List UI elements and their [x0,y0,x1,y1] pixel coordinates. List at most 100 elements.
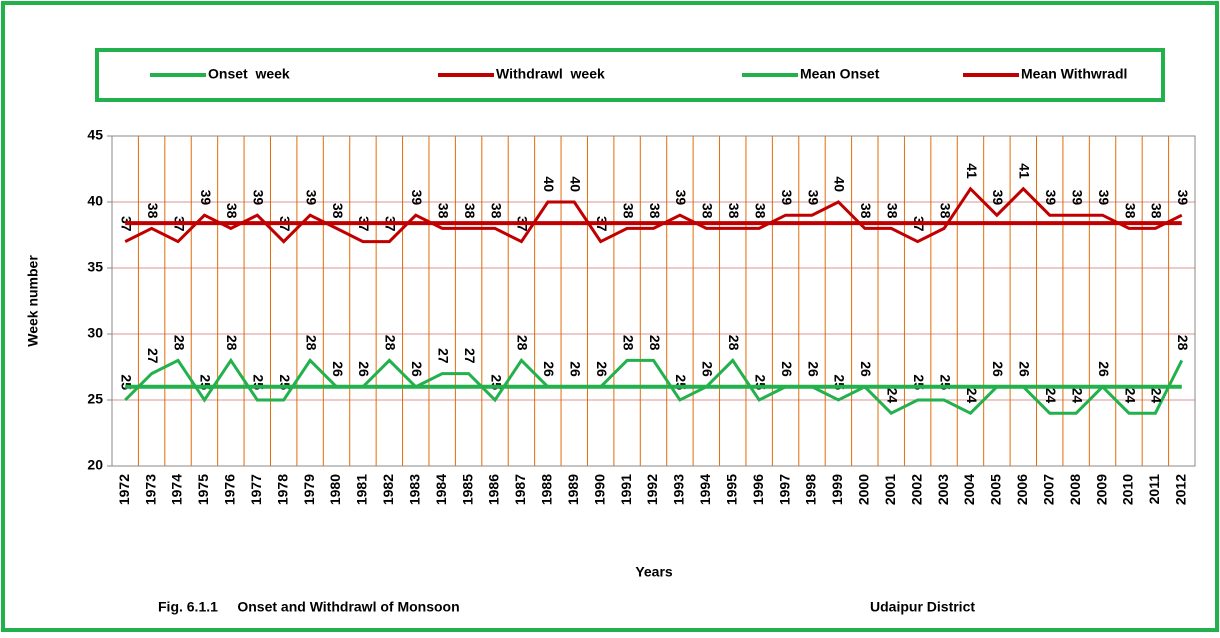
data-label: 39 [673,190,689,206]
data-label: 38 [488,203,504,219]
plot-border [111,135,1196,467]
data-label: 26 [541,361,557,377]
data-label: 26 [990,361,1006,377]
x-tick-label: 2012 [1172,474,1188,505]
data-label: 40 [568,176,584,192]
data-label: 26 [356,361,372,377]
data-label: 39 [779,190,795,206]
data-label: 24 [1043,388,1059,404]
x-tick-label: 1999 [829,474,845,505]
data-label: 26 [805,361,821,377]
data-label: 24 [1122,388,1138,404]
data-label: 39 [303,190,319,206]
x-tick-label: 2009 [1093,474,1109,505]
data-label: 26 [858,361,874,377]
x-tick-label: 2010 [1120,474,1136,505]
data-label: 39 [1096,190,1112,206]
data-label: 28 [1175,335,1191,351]
data-label: 28 [620,335,636,351]
data-label: 26 [1017,361,1033,377]
data-label: 26 [568,361,584,377]
data-label: 38 [462,203,478,219]
data-label: 38 [620,203,636,219]
data-label: 39 [1043,190,1059,206]
caption: Fig. 6.1.1 Onset and Withdrawl of Monsoo… [158,599,460,615]
data-label: 26 [594,361,610,377]
x-tick-label: 1992 [644,474,660,505]
data-label: 39 [1069,190,1085,206]
legend-label: Withdrawl week [496,66,605,82]
x-tick-label: 2003 [935,474,951,505]
y-tick-label: 20 [87,457,103,473]
x-tick-label: 1991 [618,474,634,505]
data-label: 41 [964,163,980,179]
x-tick-label: 1988 [539,474,555,505]
data-label: 39 [251,190,267,206]
x-tick-label: 2002 [908,474,924,505]
x-tick-label: 1985 [459,474,475,505]
y-tick-label: 35 [87,259,103,275]
x-tick-label: 1998 [803,474,819,505]
data-label: 24 [1069,388,1085,404]
data-label: 26 [779,361,795,377]
data-label: 28 [647,335,663,351]
data-label: 27 [145,348,161,364]
data-label: 26 [1096,361,1112,377]
x-tick-label: 1987 [512,474,528,505]
data-label: 39 [805,190,821,206]
x-tick-label: 2011 [1146,474,1162,505]
y-tick-label: 40 [87,193,103,209]
data-label: 27 [462,348,478,364]
x-tick-label: 1972 [116,474,132,505]
x-tick-label: 1983 [406,474,422,505]
x-tick-label: 1984 [433,474,449,505]
x-tick-label: 1996 [750,474,766,505]
x-tick-label: 1980 [327,474,343,505]
legend-label: Mean Withwradl [1021,66,1127,82]
x-tick-label: 2005 [988,474,1004,505]
x-tick-label: 1994 [697,474,713,505]
x-tick-label: 1976 [222,474,238,505]
data-label: 28 [171,335,187,351]
data-label: 40 [832,176,848,192]
y-tick-label: 25 [87,391,103,407]
x-tick-label: 1986 [486,474,502,505]
x-tick-label: 1997 [776,474,792,505]
data-label: 28 [224,335,240,351]
data-label: 39 [990,190,1006,206]
data-label: 24 [964,388,980,404]
y-tick-label: 45 [87,127,103,143]
x-tick-label: 2004 [961,474,977,505]
x-tick-label: 1989 [565,474,581,505]
x-tick-label: 2001 [882,474,898,505]
y-tick-label: 30 [87,325,103,341]
data-label: 28 [303,335,319,351]
data-label: 38 [937,203,953,219]
data-label: 24 [885,388,901,404]
legend-label: Onset week [208,66,290,82]
y-axis-title: Week number [25,255,41,347]
data-label: 40 [541,176,557,192]
data-label: 27 [435,348,451,364]
data-label: 26 [330,361,346,377]
data-label: 38 [647,203,663,219]
x-tick-label: 2007 [1040,474,1056,505]
data-label: 24 [1149,388,1165,404]
data-label: 38 [330,203,346,219]
data-label: 38 [700,203,716,219]
data-label: 39 [1175,190,1191,206]
x-tick-label: 1979 [301,474,317,505]
data-label: 28 [383,335,399,351]
x-tick-label: 2006 [1014,474,1030,505]
x-tick-label: 1978 [274,474,290,505]
data-label: 38 [145,203,161,219]
x-tick-label: 1974 [169,474,185,505]
x-tick-label: 1973 [142,474,158,505]
data-label: 28 [726,335,742,351]
data-label: 38 [224,203,240,219]
data-label: 28 [515,335,531,351]
x-tick-label: 1990 [591,474,607,505]
data-label: 39 [198,190,214,206]
